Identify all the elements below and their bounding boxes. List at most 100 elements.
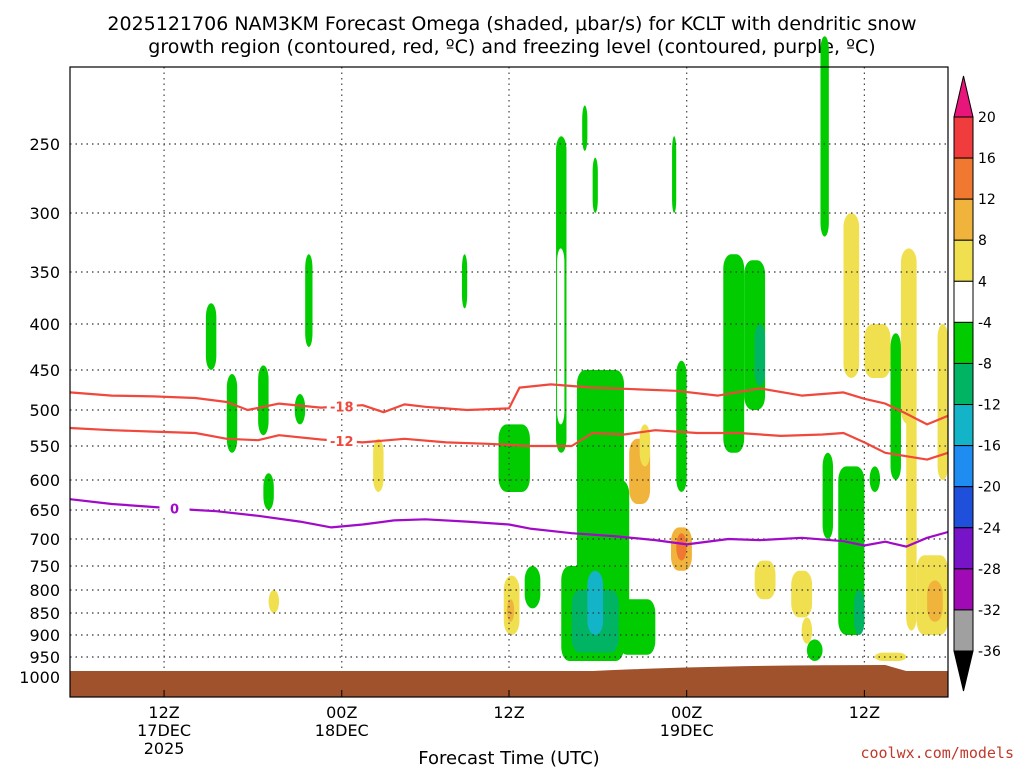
y-tick-900: 900: [29, 626, 60, 645]
omega-cell-11: [461, 254, 468, 309]
omega-cell-2: [560, 324, 563, 410]
omega-cell-40: [927, 580, 943, 622]
omega-cell-6: [820, 36, 829, 237]
colorbar: 20 16 12 8 4 -4 -8 -12 -16 -20 -24 -28 -32 -36: [953, 75, 1001, 692]
omega-cell-48: [268, 590, 280, 613]
omega-cell-4: [592, 157, 598, 213]
colorbar-bottom-arrow: [953, 650, 974, 692]
colorbar-label--28: -28: [978, 562, 1001, 578]
y-axis-tick-labels: 250 300 350 400 450 500 550 600 650 700 750 800 850 9…: [19, 135, 60, 687]
y-tick-800: 800: [29, 581, 60, 600]
y-tick-500: 500: [29, 401, 60, 420]
omega-cell-17: [618, 599, 656, 655]
contour-label-bg-0: [326, 398, 357, 414]
y-tick-950: 950: [29, 648, 60, 667]
y-tick-350: 350: [29, 263, 60, 282]
colorbar-label--16: -16: [978, 439, 1001, 455]
colorbar-label--24: -24: [978, 521, 1001, 537]
omega-cell-31: [263, 473, 274, 510]
colorbar-band-6: [953, 362, 974, 406]
y-tick-600: 600: [29, 471, 60, 490]
colorbar-label--36: -36: [978, 644, 1001, 660]
omega-cell-26: [806, 639, 823, 661]
omega-cell-16: [587, 570, 604, 635]
omega-cell-25: [869, 466, 881, 492]
omega-cell-49: [373, 438, 384, 492]
omega-cell-37: [900, 248, 917, 425]
colorbar-band-8: [953, 445, 974, 488]
grid-lines: [70, 67, 948, 697]
colorbar-label--4: -4: [978, 315, 992, 331]
omega-cell-35: [843, 213, 860, 378]
colorbar-label--8: -8: [978, 356, 992, 372]
colorbar-label-8: 8: [978, 233, 987, 249]
y-tick-400: 400: [29, 315, 60, 334]
y-tick-700: 700: [29, 530, 60, 549]
omega-cell-7: [305, 254, 313, 347]
colorbar-band-0: [953, 116, 974, 159]
x-tick-3-line-1: 00Z: [671, 703, 702, 722]
y-tick-1000: 1000: [19, 668, 60, 687]
colorbar-label-20: 20: [978, 110, 996, 126]
contour-label-bg-2: [159, 500, 190, 516]
omega-cell-18: [676, 360, 687, 492]
omega-cell-46: [506, 599, 515, 622]
y-tick-550: 550: [29, 437, 60, 456]
omega-cell-19: [723, 254, 745, 453]
contour-label-bg-1: [326, 432, 357, 448]
omega-cell-27: [890, 333, 901, 480]
omega-cell-43: [791, 570, 813, 618]
contour-lines: -18 -12 0: [69, 383, 949, 548]
contour-0: [69, 383, 949, 426]
y-tick-250: 250: [29, 135, 60, 154]
omega-cell-3: [582, 105, 588, 151]
omega-cell-28: [524, 566, 541, 609]
colorbar-label-4: 4: [978, 274, 987, 290]
credit-text: coolwx.com/models: [860, 744, 1014, 762]
omega-cell-22: [822, 452, 834, 539]
omega-cell-24: [853, 590, 865, 635]
colorbar-label--32: -32: [978, 603, 1001, 619]
y-tick-650: 650: [29, 501, 60, 520]
omega-cell-44: [801, 617, 813, 644]
colorbar-band-1: [953, 157, 974, 200]
contour-label-2: 0: [170, 503, 179, 518]
contour-1: [69, 426, 949, 461]
colorbar-band-12: [953, 609, 974, 652]
omega-cell-5: [672, 136, 677, 213]
omega-cell-29: [498, 424, 530, 492]
omega-cell-9: [226, 374, 238, 453]
contour-2: [69, 498, 949, 548]
omega-cell-36: [864, 324, 891, 378]
y-tick-850: 850: [29, 604, 60, 623]
omega-cell-21: [754, 324, 766, 386]
omega-cell-47: [639, 424, 651, 467]
x-tick-4-line-1: 12Z: [849, 703, 880, 722]
x-axis-label: Forecast Time (UTC): [418, 748, 599, 768]
colorbar-band-11: [953, 568, 974, 611]
contour-label-1: -12: [330, 435, 354, 450]
chart-title-line-1: 2025121706 NAM3KM Forecast Omega (shaded…: [107, 13, 916, 35]
colorbar-band-2: [953, 198, 974, 241]
colorbar-label--20: -20: [978, 480, 1001, 496]
x-tick-0-line-2: 17DEC: [137, 721, 191, 740]
omega-cell-10: [258, 365, 269, 436]
x-tick-0-line-1: 12Z: [148, 703, 179, 722]
x-tick-1-line-1: 00Z: [326, 703, 357, 722]
colorbar-band-4: [953, 280, 974, 323]
colorbar-label-12: 12: [978, 192, 996, 208]
chart-title-line-2: growth region (contoured, red, ºC) and f…: [148, 36, 875, 58]
colorbar-band-9: [953, 486, 974, 529]
x-tick-2-line-1: 12Z: [493, 703, 524, 722]
colorbar-band-7: [953, 404, 974, 447]
omega-shading: [205, 36, 948, 661]
omega-cell-30: [294, 394, 306, 425]
x-tick-1-line-2: 18DEC: [315, 721, 369, 740]
colorbar-band-5: [953, 321, 974, 364]
x-tick-0-line-3: 2025: [144, 739, 185, 758]
terrain-bump: [592, 665, 907, 671]
colorbar-label-16: 16: [978, 151, 996, 167]
y-tick-750: 750: [29, 557, 60, 576]
omega-cell-34: [676, 533, 687, 561]
